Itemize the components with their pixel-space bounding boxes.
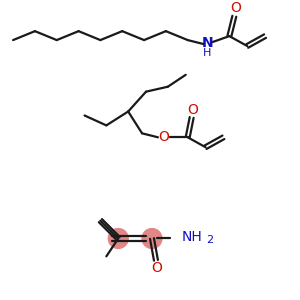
Text: N: N <box>202 36 213 50</box>
Text: 2: 2 <box>206 236 214 245</box>
Text: O: O <box>158 130 169 144</box>
Text: O: O <box>187 103 198 116</box>
Circle shape <box>142 229 162 248</box>
Text: NH: NH <box>182 230 202 244</box>
Text: O: O <box>230 1 241 15</box>
Text: H: H <box>203 48 212 58</box>
Circle shape <box>108 229 128 248</box>
Text: O: O <box>152 261 162 275</box>
